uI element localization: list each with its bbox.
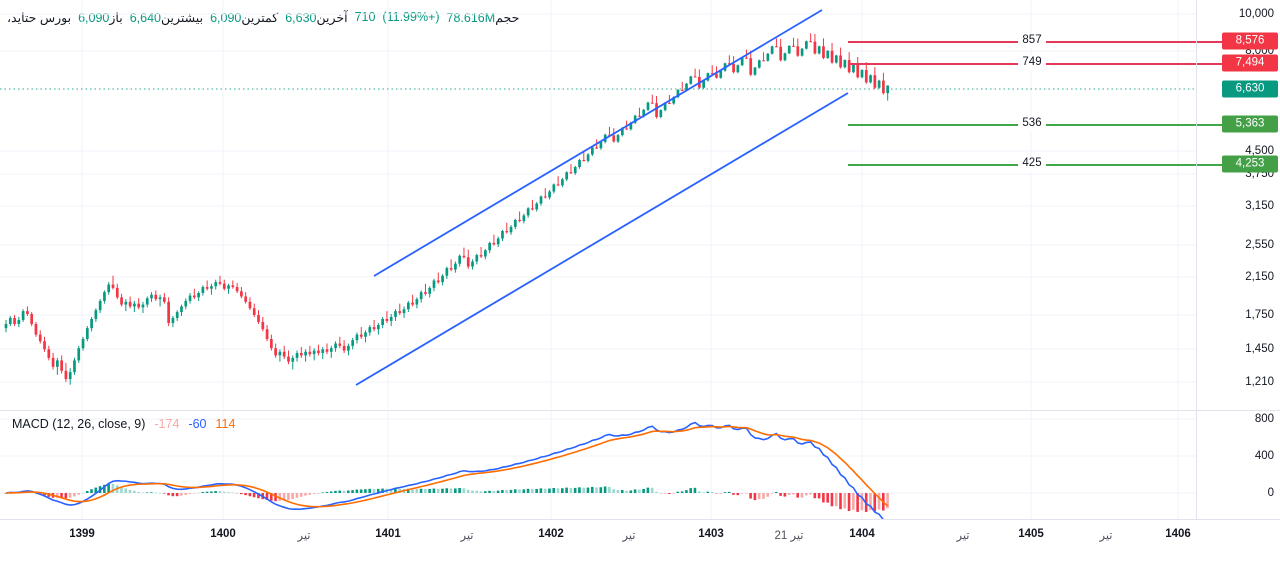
level-line-right: [1046, 41, 1232, 43]
level-line-right: [1046, 63, 1232, 65]
level-line-left: [848, 41, 1018, 43]
macd-line: [5, 421, 884, 519]
macd-tick: 800: [1254, 413, 1274, 425]
price-tick: 2,150: [1245, 271, 1274, 283]
time-tick: 1399: [69, 528, 95, 540]
macd-tick: 0: [1267, 487, 1274, 499]
time-tick: 1403: [698, 528, 724, 540]
time-tick: 1402: [538, 528, 564, 540]
price-badge-6630[interactable]: 6,630: [1222, 80, 1278, 98]
price-scale-separator: [1196, 0, 1197, 519]
price-badge-7494[interactable]: 7,494: [1222, 54, 1278, 72]
level-label: 536: [1018, 116, 1046, 131]
price-pane[interactable]: [0, 0, 1196, 409]
macd-pane[interactable]: [0, 411, 1196, 519]
price-chart-svg: [0, 0, 1196, 409]
pane-separator: [0, 410, 1280, 411]
price-badge-5363[interactable]: 5,363: [1222, 115, 1278, 133]
macd-chart-svg: [0, 411, 1196, 519]
macd-tick: 400: [1254, 450, 1274, 462]
parallel-channel-annotation: [355, 9, 849, 386]
time-tick: 1401: [375, 528, 401, 540]
macd-histogram-value: -174: [154, 417, 180, 431]
level-label: 857: [1018, 33, 1046, 48]
time-tick: 1405: [1018, 528, 1044, 540]
time-tick: تیر: [956, 530, 970, 542]
price-badge-8576[interactable]: 8,576: [1222, 32, 1278, 50]
price-tick: 4,500: [1245, 145, 1274, 157]
macd-legend[interactable]: MACD (12, 26, close, 9) -174 -60 114: [12, 416, 235, 432]
level-line-right: [1046, 164, 1232, 166]
price-tick: 1,750: [1245, 309, 1274, 321]
macd-gridlines: [0, 411, 1196, 519]
price-tick: 2,550: [1245, 239, 1274, 251]
time-tick: تیر: [1099, 530, 1113, 542]
macd-histogram: [4, 483, 889, 512]
time-tick: 1400: [210, 528, 236, 540]
time-tick: 1404: [849, 528, 875, 540]
macd-signal-value: 114: [215, 417, 236, 431]
level-line-left: [848, 164, 1018, 166]
level-label: 749: [1018, 55, 1046, 70]
price-scale[interactable]: 10,000 8,000 4,500 3,750 3,150 2,550 2,150 1,75…: [1197, 0, 1280, 519]
time-tick: تیر: [297, 530, 311, 542]
price-gridlines: [0, 0, 1196, 409]
time-tick: 1406: [1165, 528, 1191, 540]
level-line-left: [848, 63, 1018, 65]
price-tick: 10,000: [1238, 8, 1274, 20]
level-line-left: [848, 124, 1018, 126]
time-scale[interactable]: 1399 1400 تیر 1401 تیر 1402 تیر 1403 21 تیر 1404 ت…: [0, 520, 1196, 561]
price-tick: 3,150: [1245, 200, 1274, 212]
time-tick: تیر: [460, 530, 474, 542]
time-tick: 21 تیر: [774, 530, 804, 542]
price-tick: 1,450: [1245, 343, 1274, 355]
time-tick: تیر: [622, 530, 636, 542]
macd-value: -60: [188, 417, 207, 431]
macd-signal-line: [5, 425, 889, 508]
price-tick: 1,210: [1245, 376, 1274, 388]
level-label: 425: [1018, 156, 1046, 171]
macd-title: MACD (12, 26, close, 9): [12, 417, 146, 431]
time-scale-separator: [0, 519, 1280, 520]
price-badge-4253[interactable]: 4,253: [1222, 155, 1278, 173]
level-line-right: [1046, 124, 1232, 126]
